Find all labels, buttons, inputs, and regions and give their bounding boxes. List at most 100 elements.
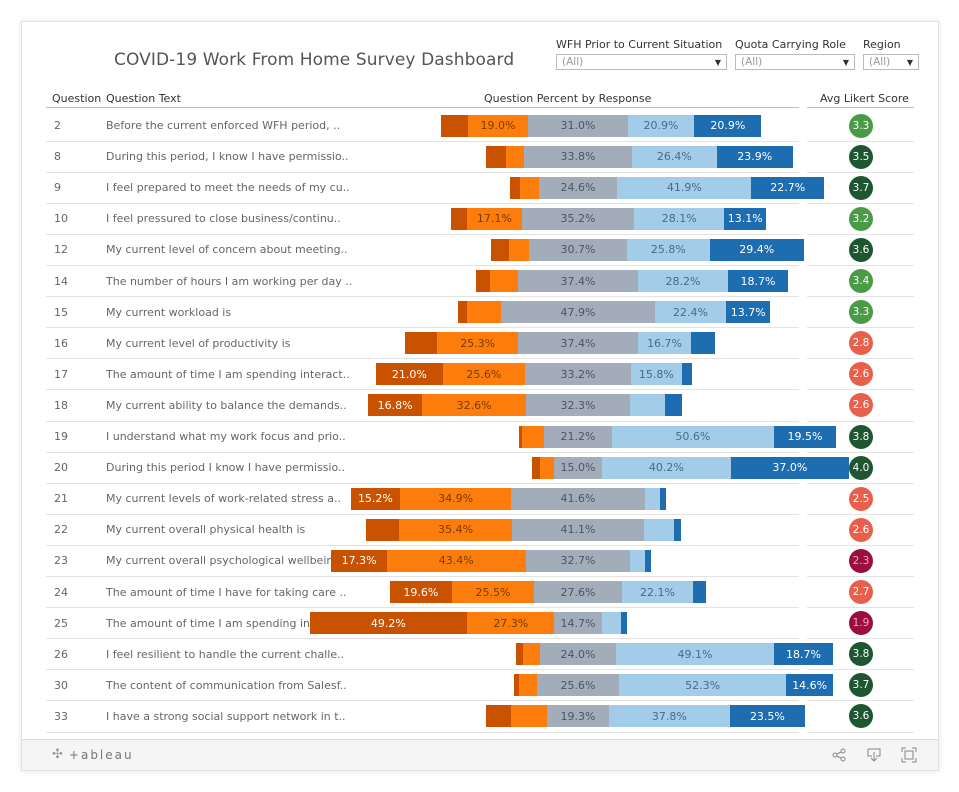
bar-segment-strongly-positive[interactable]: [681, 363, 693, 386]
bar-segment-negative[interactable]: [523, 643, 540, 666]
bar-segment-strongly-negative[interactable]: [518, 425, 523, 448]
bar-segment-positive[interactable]: 28.1%: [634, 207, 725, 230]
table-row[interactable]: 15 My current workload is: [46, 297, 796, 328]
table-row[interactable]: 33 I have a strong social support network…: [46, 701, 796, 732]
likert-score-badge[interactable]: 3.6: [849, 704, 873, 729]
bar-segment-strongly-positive[interactable]: 37.0%: [730, 456, 850, 479]
fullscreen-icon[interactable]: [900, 746, 918, 764]
bar-segment-strongly-negative[interactable]: [491, 238, 509, 261]
bar-segment-strongly-positive[interactable]: [692, 581, 706, 603]
bar-segment-negative[interactable]: [539, 456, 554, 479]
bar-segment-strongly-negative[interactable]: [531, 456, 540, 479]
bar-segment-positive[interactable]: 22.4%: [654, 301, 727, 324]
bar-segment-neutral[interactable]: 24.0%: [539, 643, 617, 666]
bar-segment-positive[interactable]: [643, 518, 675, 541]
likert-score-badge[interactable]: 3.8: [849, 642, 873, 667]
likert-score-badge[interactable]: 2.5: [849, 486, 873, 511]
bar-segment-strongly-negative[interactable]: 17.3%: [331, 549, 387, 572]
bar-segment-strongly-negative[interactable]: 19.6%: [389, 581, 453, 603]
bar-segment-neutral[interactable]: 41.6%: [511, 487, 645, 510]
bar-segment-strongly-negative[interactable]: 49.2%: [309, 612, 468, 635]
bar-segment-negative[interactable]: 25.6%: [442, 363, 525, 386]
likert-score-badge[interactable]: 3.6: [849, 237, 873, 262]
table-row[interactable]: 9 I feel prepared to meet the needs of my…: [46, 172, 796, 203]
table-row[interactable]: 10 I feel pressured to close business/con…: [46, 203, 796, 234]
table-row[interactable]: 24 The amount of time I have for taking c…: [46, 577, 796, 608]
bar-segment-strongly-negative[interactable]: [475, 270, 490, 292]
bar-segment-negative[interactable]: [520, 176, 539, 199]
bar-segment-negative[interactable]: 17.1%: [466, 207, 522, 230]
bar-segment-positive[interactable]: [629, 394, 665, 417]
bar-segment-strongly-negative[interactable]: [510, 176, 521, 199]
bar-segment-positive[interactable]: 28.2%: [637, 270, 729, 292]
bar-segment-positive[interactable]: 15.8%: [631, 363, 682, 386]
bar-segment-positive[interactable]: 25.8%: [627, 238, 710, 261]
bar-segment-strongly-positive[interactable]: 13.7%: [726, 301, 771, 324]
table-row[interactable]: 25 The amount of time I am spending inter…: [46, 608, 796, 639]
bar-segment-neutral[interactable]: 32.3%: [526, 394, 630, 417]
bar-segment-strongly-negative[interactable]: [441, 114, 468, 137]
bar-segment-neutral[interactable]: 19.3%: [547, 705, 609, 728]
bar-segment-positive[interactable]: [601, 612, 621, 635]
bar-segment-neutral[interactable]: 33.8%: [523, 145, 633, 168]
bar-segment-strongly-negative[interactable]: 21.0%: [375, 363, 443, 386]
bar-segment-neutral[interactable]: 47.9%: [501, 301, 655, 324]
bar-segment-neutral[interactable]: 15.0%: [554, 456, 602, 479]
bar-segment-neutral[interactable]: 33.2%: [524, 363, 632, 386]
bar-segment-positive[interactable]: 37.8%: [608, 705, 730, 728]
bar-segment-negative[interactable]: 34.9%: [399, 487, 512, 510]
table-row[interactable]: 21 My current levels of work-related stre…: [46, 483, 796, 514]
bar-segment-strongly-positive[interactable]: 22.7%: [751, 176, 825, 199]
bar-segment-strongly-positive[interactable]: 23.9%: [716, 145, 794, 168]
bar-segment-negative[interactable]: 43.4%: [386, 549, 526, 572]
bar-segment-strongly-positive[interactable]: [645, 549, 652, 572]
table-row[interactable]: 12 My current level of concern about meet…: [46, 234, 796, 265]
bar-segment-strongly-negative[interactable]: [515, 643, 524, 666]
filter-wfh-prior-dropdown[interactable]: (All) ▼: [556, 54, 727, 70]
bar-segment-strongly-negative[interactable]: [458, 301, 468, 324]
share-icon[interactable]: [830, 746, 848, 764]
bar-segment-positive[interactable]: 40.2%: [602, 456, 731, 479]
column-header-question[interactable]: Question: [52, 92, 102, 105]
filter-quota-role-dropdown[interactable]: (All) ▼: [735, 54, 855, 70]
bar-segment-positive[interactable]: 22.1%: [622, 581, 693, 603]
bar-segment-strongly-positive[interactable]: 18.7%: [728, 270, 788, 292]
bar-segment-strongly-negative[interactable]: 16.8%: [368, 394, 422, 417]
bar-segment-strongly-positive[interactable]: 18.7%: [773, 643, 834, 666]
table-row[interactable]: 20 During this period I know I have permi…: [46, 452, 796, 483]
bar-segment-positive[interactable]: 26.4%: [632, 145, 717, 168]
likert-score-badge[interactable]: 3.8: [849, 424, 873, 449]
bar-segment-negative[interactable]: [518, 674, 538, 697]
filter-region-dropdown[interactable]: (All) ▼: [863, 54, 919, 70]
likert-score-badge[interactable]: 2.6: [849, 517, 873, 542]
table-row[interactable]: 2 Before the current enforced WFH period,…: [46, 110, 796, 141]
table-row[interactable]: 30 The content of communication from Sale…: [46, 670, 796, 701]
bar-segment-strongly-positive[interactable]: [691, 332, 715, 355]
bar-segment-neutral[interactable]: 24.6%: [538, 176, 618, 199]
likert-score-badge[interactable]: 3.4: [849, 269, 873, 293]
likert-score-badge[interactable]: 2.8: [849, 331, 873, 356]
bar-segment-strongly-negative[interactable]: [366, 518, 399, 541]
bar-segment-negative[interactable]: [490, 270, 519, 292]
bar-segment-negative[interactable]: [510, 705, 548, 728]
bar-segment-strongly-negative[interactable]: [513, 674, 519, 697]
bar-segment-strongly-positive[interactable]: 20.9%: [694, 114, 762, 137]
likert-score-badge[interactable]: 2.3: [849, 548, 873, 573]
column-header-question-text[interactable]: Question Text: [106, 92, 181, 105]
bar-segment-neutral[interactable]: 35.2%: [521, 207, 635, 230]
bar-segment-positive[interactable]: 49.1%: [616, 643, 774, 666]
bar-segment-strongly-positive[interactable]: 29.4%: [709, 238, 804, 261]
bar-segment-strongly-positive[interactable]: 19.5%: [773, 425, 837, 448]
likert-score-badge[interactable]: 3.5: [849, 144, 873, 169]
bar-segment-strongly-positive[interactable]: 23.5%: [729, 705, 806, 728]
bar-segment-negative[interactable]: 19.0%: [467, 114, 529, 137]
bar-segment-strongly-positive[interactable]: [674, 518, 681, 541]
bar-segment-positive[interactable]: 20.9%: [627, 114, 695, 137]
table-row[interactable]: 8 During this period, I know I have permi…: [46, 141, 796, 172]
tableau-logo[interactable]: ✣ +ableau: [52, 747, 134, 762]
likert-score-badge[interactable]: 3.7: [849, 175, 873, 200]
likert-score-badge[interactable]: 3.3: [849, 300, 873, 325]
bar-segment-negative[interactable]: 32.6%: [422, 394, 527, 417]
table-row[interactable]: 23 My current overall psychological wellb…: [46, 545, 796, 576]
bar-segment-strongly-positive[interactable]: [620, 612, 628, 635]
